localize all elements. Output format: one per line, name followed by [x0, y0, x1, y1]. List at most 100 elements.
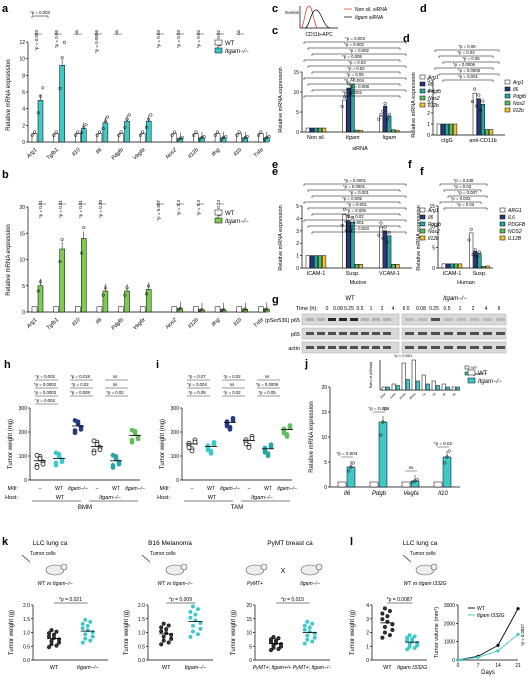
p-value: *p = 0.003 — [349, 226, 369, 231]
blot-band — [444, 318, 453, 321]
bar-Il12b — [358, 264, 363, 269]
legend-swatch — [504, 100, 511, 106]
legend-swatch — [419, 74, 426, 80]
p-value: *p = 0.001 — [344, 220, 364, 225]
x-tick-label: Pdgfb — [111, 317, 125, 331]
y-tick-label: 1.0 — [138, 631, 145, 637]
blot-band — [361, 332, 369, 335]
data-point — [380, 611, 385, 616]
blot-band — [317, 332, 325, 335]
data-point — [407, 633, 412, 638]
legend-label: Il12b — [513, 108, 524, 114]
legend-label: Arg1 — [427, 208, 439, 214]
legend-swatch — [499, 235, 506, 241]
data-point — [166, 640, 171, 645]
blot-group-itgam: Itgam−/− — [443, 296, 467, 302]
blot-band — [431, 332, 440, 335]
x-tick-label: Il6 — [344, 491, 351, 497]
p-value: *p = 0.003 — [34, 30, 39, 51]
p-value: *p = 0.0001 — [344, 178, 367, 183]
bar-wt — [171, 133, 178, 143]
bar-itgam — [264, 309, 270, 313]
time-point: 6 — [403, 306, 406, 312]
legend-label: WT — [478, 371, 488, 377]
bar-Pdgfb — [444, 123, 449, 136]
bar-Il12b — [489, 129, 494, 136]
y-axis-label: Relative mRNA expression — [6, 224, 12, 295]
y-tick-label: 200 — [171, 430, 180, 436]
legend-swatch-wt — [214, 209, 223, 216]
bar-Pdgfb — [480, 103, 485, 136]
data-point — [129, 427, 135, 433]
data-point-itgam — [149, 113, 153, 117]
blot-row-label: actin — [288, 346, 300, 352]
data-point — [78, 427, 84, 432]
x-tick-label: Arg1 — [25, 317, 38, 330]
p-value: *p = 0.0003 — [34, 390, 57, 395]
blot-band — [306, 318, 314, 321]
syringe-icon — [402, 554, 412, 563]
blot-band — [361, 346, 369, 349]
blot-band — [405, 318, 414, 321]
bar-itgam — [410, 480, 420, 488]
bar-itgam — [59, 248, 65, 313]
data-point — [382, 624, 387, 630]
bar-Il6 — [440, 123, 445, 136]
y-tick-label: 15 — [293, 70, 299, 76]
x-tick-label: Il6 — [95, 317, 104, 326]
y-tick-label: 5 — [296, 204, 299, 210]
data-point-itgam — [41, 86, 45, 90]
data-point-wt — [194, 130, 198, 134]
p-value: *p = 0.006 — [369, 406, 390, 411]
tumor-cells-label: Tumor cells — [150, 551, 176, 557]
blot-band — [306, 346, 314, 349]
p-value: *p = 0.003 — [30, 10, 50, 15]
data-point — [302, 627, 307, 632]
p-value: *p = 0.02 — [434, 441, 453, 446]
bar-itgam — [37, 100, 44, 143]
time-point: 0.08 — [416, 306, 426, 312]
data-point — [83, 632, 88, 637]
bar-Pdgfb — [313, 127, 318, 133]
p-value: ns — [74, 29, 79, 35]
x-axis-label: Days — [481, 670, 495, 676]
inset-tick-label: 4h — [442, 392, 447, 397]
p-value: ns — [114, 29, 119, 35]
bar-Nos2 — [485, 129, 490, 136]
x-tick-label: Vegfa — [132, 317, 146, 331]
data-point-itgam — [200, 308, 204, 312]
p-value: *p = 0.008 — [342, 54, 362, 59]
bar-wt — [236, 306, 242, 313]
mphi-label: WT — [55, 486, 63, 492]
row-label-mphi: MΦ: — [160, 486, 171, 492]
data-point — [390, 627, 395, 632]
inset-bar-itgam — [405, 379, 410, 391]
flow-legend-label: Itgam siRNA — [355, 15, 384, 21]
data-point — [161, 634, 166, 639]
panel-letter: b — [2, 169, 9, 181]
legend-swatch-itgam — [214, 47, 223, 54]
y-tick-label: 5 — [324, 460, 327, 466]
y-tick-label: 2.0 — [23, 603, 30, 609]
blot-band — [483, 318, 492, 321]
inset-legend-label: Itgam−/− — [471, 371, 487, 376]
flow-legend-label: Non sil. siRNA — [355, 7, 388, 13]
data-point — [262, 450, 268, 455]
y-tick-label: 3 — [296, 229, 299, 235]
inset-tick-label: 15min — [398, 392, 407, 401]
bar-itgam — [177, 308, 184, 313]
x-tick-label: PyMT+; Itgam+/+ — [253, 665, 292, 671]
p-value: *p = 0.03 — [457, 50, 475, 55]
time-point: 1 — [370, 306, 373, 312]
inset-y-label: Ratio of p65/total — [369, 362, 373, 389]
bar-wt — [258, 133, 264, 143]
data-point — [192, 439, 198, 445]
p-value: *p = 0.004 — [344, 78, 364, 83]
p-value: *p = 0.02 — [71, 382, 89, 387]
data-point — [340, 104, 344, 108]
bar-Arg1 — [305, 255, 310, 269]
data-point — [273, 640, 279, 646]
data-point-itgam — [82, 125, 86, 129]
data-point — [276, 636, 281, 641]
mphi-label: WT — [264, 486, 272, 492]
